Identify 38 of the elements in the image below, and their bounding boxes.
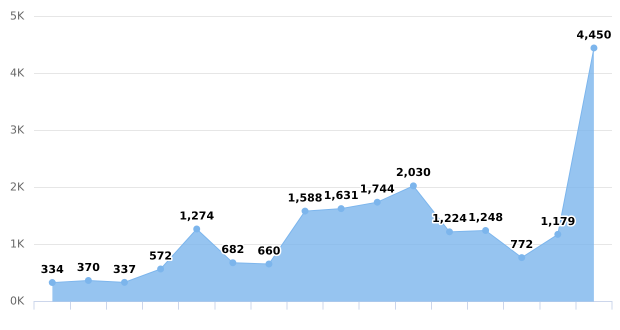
data-label: 682: [221, 243, 244, 256]
point: [410, 182, 417, 190]
data-label: 370: [76, 260, 100, 274]
data-label: 1,179: [540, 214, 576, 228]
data-label: 337: [113, 262, 136, 276]
point: [446, 228, 453, 236]
data-label: 660: [257, 244, 281, 258]
data-label: 4,450: [576, 28, 612, 42]
data-label: 1,588: [288, 191, 322, 204]
point: [229, 259, 236, 266]
y-tick-label: 2K: [10, 180, 25, 194]
data-label: 1,744: [360, 182, 396, 196]
point: [265, 260, 272, 268]
y-tick-label: 3K: [10, 123, 25, 136]
data-label: 1,631: [324, 188, 359, 202]
data-label: 1,248: [468, 210, 504, 224]
point: [84, 277, 92, 284]
y-tick-label: 5K: [10, 9, 25, 22]
point: [554, 230, 562, 238]
data-label: 2,030: [396, 166, 432, 180]
y-tick-label: 1K: [10, 237, 25, 250]
point: [518, 254, 526, 262]
point: [302, 208, 309, 215]
data-label: 772: [510, 238, 534, 251]
y-tick-label: 0K: [10, 294, 25, 308]
point: [193, 225, 200, 232]
point: [482, 226, 490, 234]
point: [48, 279, 56, 286]
data-label: 1,274: [179, 209, 214, 222]
point: [120, 278, 128, 286]
point: [157, 265, 164, 272]
point: [338, 205, 345, 212]
point: [590, 44, 598, 52]
point: [374, 198, 381, 206]
data-label: 334: [40, 262, 64, 276]
data-label: 1,224: [432, 212, 468, 226]
y-tick-label: 4K: [10, 66, 25, 80]
data-label: 572: [149, 249, 172, 262]
